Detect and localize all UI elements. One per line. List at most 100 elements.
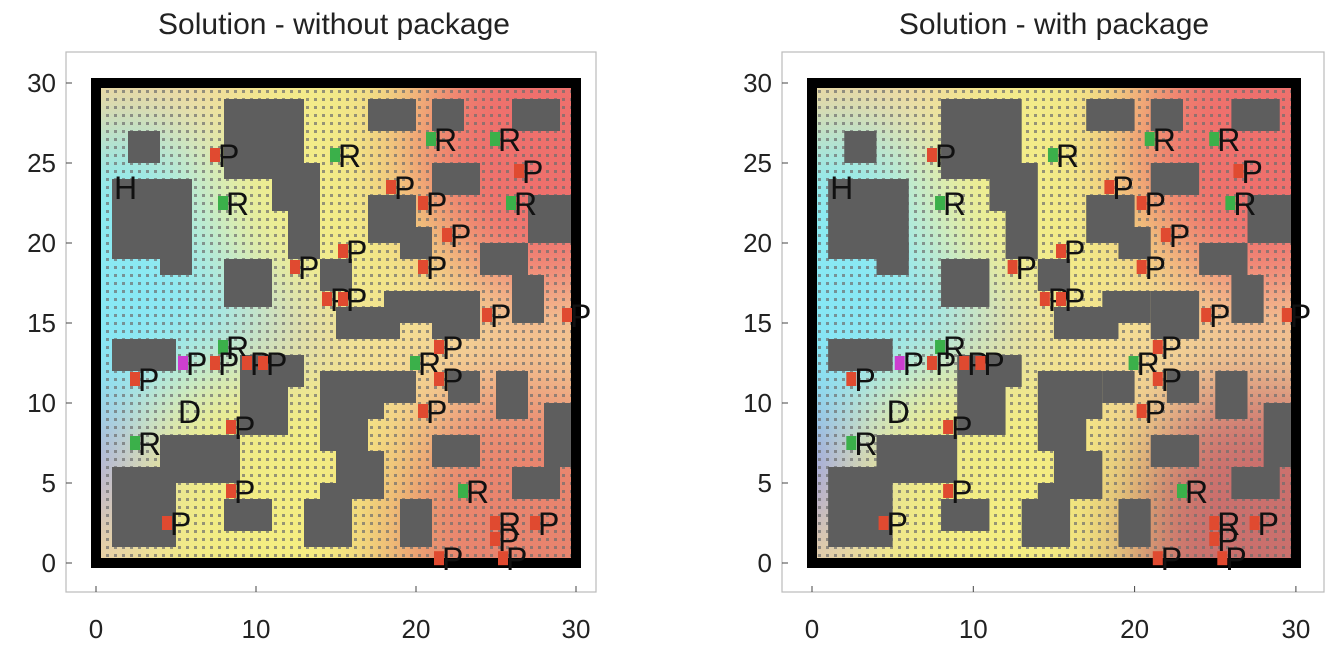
obstacle [384, 291, 432, 323]
marker-square [490, 516, 500, 530]
marker-square [935, 340, 946, 354]
obstacle [288, 211, 320, 259]
marker-label: P [1217, 522, 1238, 558]
obstacle [432, 99, 464, 131]
obstacle [1150, 99, 1183, 131]
marker-square [418, 260, 428, 274]
marker-label: P [346, 234, 367, 270]
marker-square [130, 436, 140, 450]
marker-square [1056, 292, 1067, 306]
obstacle [224, 259, 272, 307]
marker-square [426, 132, 436, 146]
marker-square [943, 420, 954, 434]
marker-square [218, 340, 228, 354]
marker-label: P [1161, 362, 1182, 398]
marker-label: P [903, 346, 924, 382]
map-border [91, 78, 581, 568]
obstacle [432, 291, 480, 339]
marker-square [1047, 148, 1058, 162]
marker-label: P [218, 346, 239, 382]
marker-label: P [234, 474, 255, 510]
y-tick-label: 25 [27, 148, 56, 178]
obstacle [1118, 227, 1151, 259]
x-tick-label: 30 [1281, 614, 1310, 644]
y-tick-label: 30 [27, 68, 56, 98]
marker-label: P [951, 410, 972, 446]
marker-square [935, 196, 946, 210]
marker-label: P [983, 346, 1004, 382]
obstacle [1166, 371, 1200, 403]
obstacle [160, 243, 192, 275]
marker-label: P [450, 218, 471, 254]
obstacle [240, 387, 288, 435]
marker-square [226, 484, 236, 498]
marker-label: P [506, 541, 527, 577]
marker-square [1056, 244, 1067, 258]
marker-label: R [138, 426, 161, 462]
marker-label: R [338, 138, 361, 174]
obstacle [1231, 99, 1280, 131]
marker-square [1209, 532, 1220, 546]
markers: HDRRRRRRRRRRPPPPPPPPPPPPPPPPPPPPPPPPPPP [830, 122, 1311, 577]
marker-label: P [218, 138, 239, 174]
marker-label: P [138, 362, 159, 398]
x-tick-label: 20 [402, 614, 431, 644]
marker-square [258, 356, 268, 370]
chart-title: Solution - without package [158, 8, 510, 41]
marker-label: R [854, 426, 877, 462]
obstacle [352, 371, 384, 419]
marker-square [130, 372, 140, 386]
marker-label: R [1217, 122, 1240, 158]
y-tick-label: 20 [743, 228, 772, 258]
marker-label: P [442, 362, 463, 398]
marker-square [1136, 404, 1147, 418]
obstacle [512, 275, 544, 323]
obstacle [1150, 163, 1200, 195]
y-tick-label: 15 [27, 308, 56, 338]
marker-square [846, 436, 857, 450]
marker-label: P [1241, 154, 1262, 190]
obstacle [320, 259, 352, 291]
marker-label: P [1161, 541, 1182, 577]
marker-label: P [570, 298, 591, 334]
marker-label: H [114, 170, 137, 206]
marker-label: P [1016, 250, 1037, 286]
obstacle [112, 339, 176, 371]
marker-square [1209, 132, 1220, 146]
obstacle [272, 163, 320, 211]
marker-square [926, 356, 937, 370]
obstacle [512, 467, 560, 499]
marker-square [330, 148, 340, 162]
obstacle [384, 371, 416, 403]
marker-square [442, 228, 452, 242]
marker-square [210, 356, 220, 370]
marker-label: R [498, 506, 521, 542]
marker-label: P [538, 506, 559, 542]
marker-square [242, 356, 252, 370]
obstacle [528, 195, 576, 243]
obstacle [1070, 371, 1103, 419]
marker-label: P [1290, 298, 1311, 334]
y-tick-label: 15 [743, 308, 772, 338]
marker-label: P [1145, 186, 1166, 222]
marker-label: P [426, 250, 447, 286]
y-tick-label: 10 [27, 388, 56, 418]
obstacle [480, 243, 528, 275]
obstacle [496, 371, 528, 419]
x-tick-label: 10 [959, 614, 988, 644]
obstacles [828, 99, 1296, 547]
marker-square [1249, 516, 1260, 530]
marker-label: P [1161, 330, 1182, 366]
marker-label: P [522, 154, 543, 190]
marker-label: P [1225, 541, 1246, 577]
y-tick-label: 30 [743, 68, 772, 98]
marker-label: P [490, 298, 511, 334]
obstacle [400, 499, 432, 547]
obstacle [1150, 291, 1200, 339]
markers: HDRRRRRRRRRRPPPPPPPPPPPPPPPPPPPPPPPPPPP [114, 122, 591, 577]
marker-label: R [1056, 138, 1079, 174]
obstacle [941, 499, 990, 531]
obstacle [1118, 499, 1151, 547]
obstacle [112, 467, 176, 547]
y-tick-label: 25 [743, 148, 772, 178]
